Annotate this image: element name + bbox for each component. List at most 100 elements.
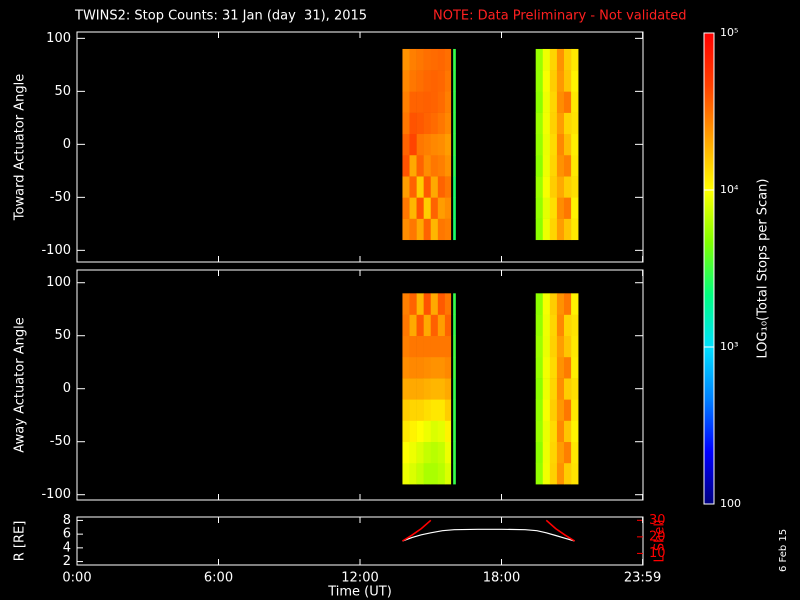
heatmap-cell <box>423 420 432 443</box>
heatmap-cell <box>409 420 417 443</box>
heatmap-cell <box>437 176 446 198</box>
heatmap-cell <box>571 197 579 219</box>
date-stamp: 6 Feb 15 <box>778 529 789 572</box>
heatmap-cell <box>423 176 432 198</box>
heatmap-cell <box>409 399 417 421</box>
x-axis-title: Time (UT) <box>327 585 392 600</box>
heatmap-cell <box>402 356 410 379</box>
heatmap-cell <box>453 420 456 443</box>
heatmap-cell <box>409 176 417 198</box>
heatmap-cell <box>409 462 417 485</box>
y-tick-label: 50 <box>54 328 71 343</box>
heatmap-cell <box>563 154 572 177</box>
heatmap-cell <box>542 462 551 485</box>
heatmap-cell <box>437 462 446 485</box>
heatmap-cell <box>409 356 417 379</box>
heatmap-cell <box>453 197 456 219</box>
heatmap-cell <box>444 293 452 315</box>
y-tick-label: 4 <box>63 540 71 555</box>
heatmap-cell <box>430 356 439 379</box>
heatmap-cell <box>549 176 558 198</box>
heatmap-cell <box>563 378 572 400</box>
heatmap-cell <box>423 133 432 156</box>
heatmap-cell <box>453 399 456 421</box>
heatmap-cell <box>549 112 558 135</box>
chart-title: TWINS2: Stop Counts: 31 Jan (day 31), 20… <box>74 9 367 24</box>
heatmap-cell <box>444 420 452 443</box>
heatmap-cell <box>563 314 572 337</box>
heatmap-cell <box>437 420 446 443</box>
heatmap-cell <box>571 356 579 379</box>
heatmap-cell <box>423 441 432 464</box>
heatmap-cell <box>402 176 410 198</box>
heatmap-cell <box>402 91 410 113</box>
heatmap-cell <box>556 112 565 135</box>
heatmap-cell <box>437 70 446 92</box>
heatmap-cell <box>549 356 558 379</box>
heatmap-cell <box>444 133 452 156</box>
heatmap-cell <box>556 356 565 379</box>
heatmap-cell <box>563 133 572 156</box>
heatmap-cell <box>423 48 432 71</box>
heatmap-cell <box>556 176 565 198</box>
heatmap-cell <box>437 314 446 337</box>
heatmap-cell <box>571 218 579 241</box>
heatmap-cell <box>563 218 572 241</box>
heatmap-cell <box>416 154 424 177</box>
heatmap-cell <box>571 314 579 337</box>
heatmap-cell <box>549 218 558 241</box>
heatmap-cell <box>444 218 452 241</box>
heatmap-cell <box>535 112 544 135</box>
heatmap-cell <box>453 356 456 379</box>
heatmap-cell <box>416 441 424 464</box>
heatmap-cell <box>423 218 432 241</box>
heatmap-cell <box>409 293 417 315</box>
heatmap-cell <box>571 70 579 92</box>
heatmap-cell <box>535 293 544 315</box>
heatmap-cell <box>556 441 565 464</box>
heatmap-cell <box>571 420 579 443</box>
heatmap-cell <box>556 293 565 315</box>
heatmap-cell <box>542 399 551 421</box>
heatmap-cell <box>416 48 424 71</box>
heatmap-cell <box>535 335 544 358</box>
heatmap-cell <box>423 314 432 337</box>
heatmap-cell <box>535 399 544 421</box>
heatmap-cell <box>402 420 410 443</box>
heatmap-cell <box>402 314 410 337</box>
heatmap-cell <box>430 218 439 241</box>
y-tick-label: -50 <box>50 190 71 205</box>
heatmap-cell <box>444 70 452 92</box>
y-tick-label: 2 <box>63 554 71 569</box>
heatmap-cell <box>409 133 417 156</box>
heatmap-cell <box>453 154 456 177</box>
heatmap-cell <box>416 218 424 241</box>
colorbar-tick-label: 100 <box>720 497 741 510</box>
heatmap-cell <box>402 399 410 421</box>
heatmap-cell <box>542 441 551 464</box>
heatmap-cell <box>542 314 551 337</box>
y-axis-title: R [RE] <box>13 521 28 562</box>
heatmap-cell <box>437 335 446 358</box>
y2-tick-label: 10 <box>649 546 666 561</box>
y-tick-label: 100 <box>46 275 71 290</box>
series-line <box>402 519 576 542</box>
heatmap-cell <box>563 356 572 379</box>
heatmap-cell <box>402 218 410 241</box>
heatmap-cell <box>563 335 572 358</box>
heatmap-cell <box>571 133 579 156</box>
heatmap-cell <box>549 133 558 156</box>
heatmap-cell <box>402 197 410 219</box>
x-tick-label: 12:00 <box>341 571 378 586</box>
heatmap-cell <box>444 378 452 400</box>
heatmap-cell <box>416 70 424 92</box>
heatmap-cell <box>409 112 417 135</box>
heatmap-cell <box>437 441 446 464</box>
heatmap-cell <box>556 420 565 443</box>
heatmap-cell <box>535 420 544 443</box>
y-tick-label: -100 <box>41 487 71 502</box>
heatmap-cell <box>549 441 558 464</box>
heatmap-cell <box>549 399 558 421</box>
heatmap-cell <box>556 91 565 113</box>
